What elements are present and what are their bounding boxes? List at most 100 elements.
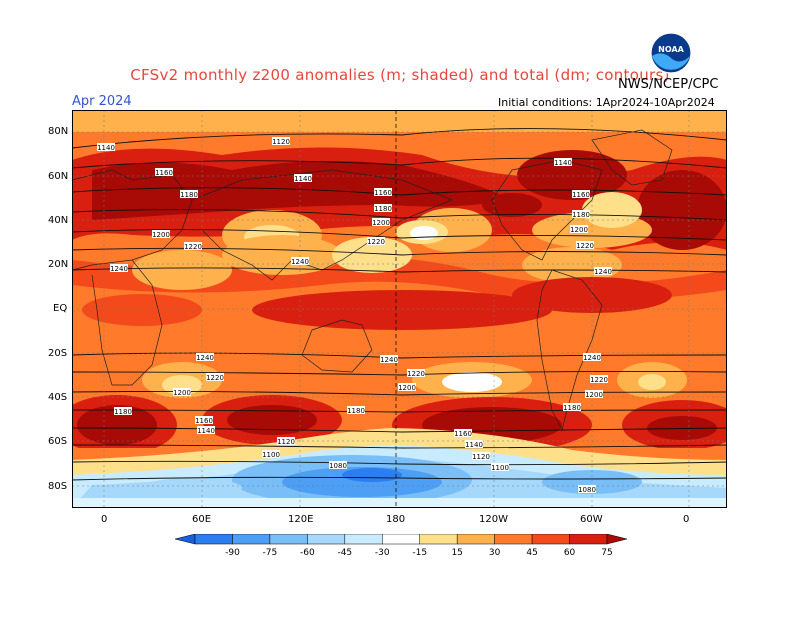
- lat-label-40n: 40N: [48, 215, 69, 226]
- lat-label-20n: 20N: [48, 259, 69, 270]
- svg-text:1100: 1100: [491, 464, 509, 472]
- forecast-month: Apr 2024: [72, 94, 132, 109]
- noaa-logo-text: NOAA: [658, 45, 684, 54]
- contour-label: 1080: [578, 485, 596, 494]
- colorbar-cell: [382, 534, 420, 545]
- contour-label: 1220: [367, 237, 385, 246]
- svg-text:1220: 1220: [590, 376, 608, 384]
- contour-label: 1240: [380, 355, 398, 364]
- contour-label: 1140: [97, 143, 115, 152]
- colorbar-cell: [232, 534, 271, 545]
- svg-text:1140: 1140: [554, 159, 572, 167]
- contour-label: 1200: [585, 390, 603, 399]
- colorbar-cell: [307, 534, 346, 545]
- contour-label: 1220: [184, 242, 202, 251]
- contour-label: 1240: [196, 353, 214, 362]
- svg-text:1240: 1240: [110, 265, 128, 273]
- contour-label: 1120: [272, 137, 290, 146]
- noaa-logo: NOAA: [650, 32, 692, 74]
- svg-text:1160: 1160: [155, 169, 173, 177]
- contour-label: 1200: [372, 218, 390, 227]
- contour-label: 1240: [583, 353, 601, 362]
- colorbar-cell: [194, 534, 233, 545]
- lat-label-80n: 80N: [48, 126, 69, 137]
- contour-label: 1120: [277, 437, 295, 446]
- svg-text:1180: 1180: [347, 407, 365, 415]
- colorbar-tick-label: -60: [300, 548, 315, 558]
- svg-text:1180: 1180: [572, 211, 590, 219]
- lat-label-eq: EQ: [53, 303, 68, 314]
- contour-label: 1100: [491, 463, 509, 472]
- colorbar-tick-label: 30: [489, 548, 501, 558]
- contour-label: 1140: [294, 174, 312, 183]
- colorbar-cell: [531, 534, 570, 545]
- svg-text:1120: 1120: [277, 438, 295, 446]
- svg-text:1160: 1160: [454, 430, 472, 438]
- svg-text:1180: 1180: [563, 404, 581, 412]
- contour-label: 1200: [152, 230, 170, 239]
- lon-label-120w: 120W: [479, 514, 508, 525]
- contour-label: 1160: [374, 188, 392, 197]
- svg-text:1200: 1200: [173, 389, 191, 397]
- contour-label: 1220: [407, 369, 425, 378]
- svg-text:1220: 1220: [367, 238, 385, 246]
- svg-text:1080: 1080: [578, 486, 596, 494]
- contour-label: 1140: [465, 440, 483, 449]
- lon-label-60w: 60W: [580, 514, 603, 525]
- contour-label: 1180: [347, 406, 365, 415]
- contour-label: 1100: [262, 450, 280, 459]
- svg-text:1160: 1160: [572, 191, 590, 199]
- contour-label: 1160: [155, 168, 173, 177]
- lon-label-0: 0: [101, 514, 108, 525]
- contour-label: 1120: [472, 452, 490, 461]
- contour-label: 1180: [572, 210, 590, 219]
- svg-text:1220: 1220: [576, 242, 594, 250]
- svg-text:1100: 1100: [262, 451, 280, 459]
- agency-label: NWS/NCEP/CPC: [618, 77, 719, 92]
- contour-label: 1140: [197, 426, 215, 435]
- contour-label: 1220: [576, 241, 594, 250]
- contour-label: 1080: [329, 461, 347, 470]
- svg-text:1200: 1200: [398, 384, 416, 392]
- contour-label: 1160: [454, 429, 472, 438]
- contour-label: 1240: [110, 264, 128, 273]
- contour-label: 1180: [374, 204, 392, 213]
- lat-label-60n: 60N: [48, 171, 69, 182]
- contour-label: 1140: [554, 158, 572, 167]
- contour-label: 1160: [572, 190, 590, 199]
- colorbar-tick-label: -90: [225, 548, 240, 558]
- colorbar-cell: [419, 534, 458, 545]
- svg-text:1240: 1240: [594, 268, 612, 276]
- lat-label-20s: 20S: [48, 348, 68, 359]
- contour-label: 1220: [206, 373, 224, 382]
- contour-label: 1220: [590, 375, 608, 384]
- colorbar-tick-label: 15: [451, 548, 462, 558]
- svg-text:1140: 1140: [197, 427, 215, 435]
- lat-label-40s: 40S: [48, 392, 68, 403]
- contour-label: 1180: [563, 403, 581, 412]
- lat-label-80s: 80S: [48, 481, 68, 492]
- colorbar-tick-label: -30: [375, 548, 390, 558]
- colorbar-cell: [175, 534, 196, 545]
- svg-text:1240: 1240: [196, 354, 214, 362]
- contour-label: 1240: [594, 267, 612, 276]
- colorbar-cell: [456, 534, 495, 545]
- svg-text:1220: 1220: [407, 370, 425, 378]
- colorbar-tick-label: 60: [564, 548, 576, 558]
- svg-text:1200: 1200: [372, 219, 390, 227]
- colorbar-cell: [569, 534, 608, 545]
- initial-conditions: Initial conditions: 1Apr2024-10Apr2024: [498, 96, 715, 109]
- svg-text:1240: 1240: [583, 354, 601, 362]
- svg-text:1120: 1120: [472, 453, 490, 461]
- colorbar-tick-label: -15: [412, 548, 427, 558]
- svg-text:1180: 1180: [374, 205, 392, 213]
- lon-label-120e: 120E: [288, 514, 314, 525]
- anomaly-map: 1120 1140 1140 1160 1140 1160 1180 1180 …: [72, 110, 727, 508]
- svg-text:1140: 1140: [465, 441, 483, 449]
- lon-label-60e: 60E: [192, 514, 212, 525]
- colorbar-tick-label: -75: [263, 548, 278, 558]
- svg-text:1240: 1240: [291, 258, 309, 266]
- svg-text:1200: 1200: [570, 226, 588, 234]
- map-title: CFSv2 monthly z200 anomalies (m; shaded)…: [130, 66, 670, 84]
- svg-text:1120: 1120: [272, 138, 290, 146]
